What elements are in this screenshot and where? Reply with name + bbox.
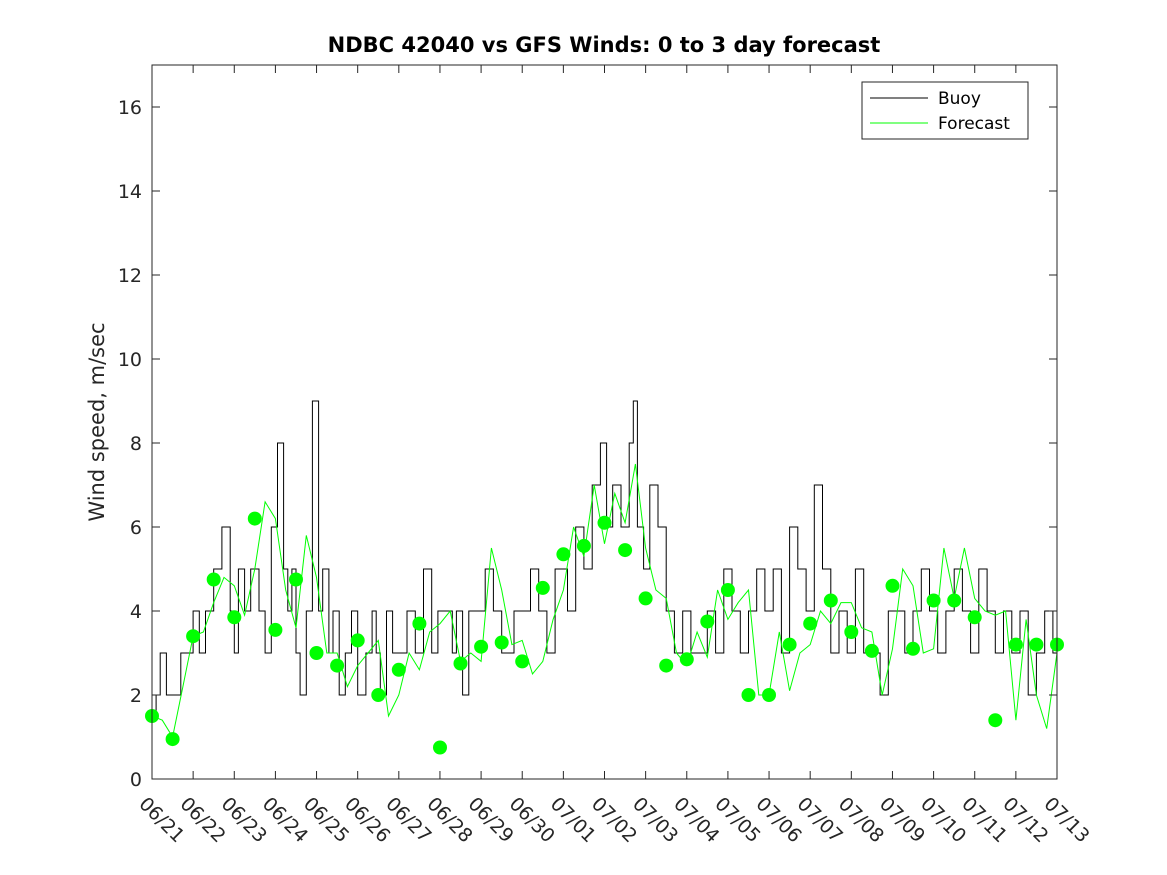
- chart-title: NDBC 42040 vs GFS Winds: 0 to 3 day fore…: [328, 33, 881, 57]
- y-tick-label: 8: [130, 433, 142, 455]
- forecast-point: [412, 616, 427, 631]
- forecast-point: [1008, 637, 1023, 652]
- y-tick-label: 16: [118, 97, 142, 119]
- forecast-point: [433, 740, 447, 755]
- forecast-point: [474, 639, 489, 654]
- forecast-point: [453, 656, 468, 671]
- forecast-point: [823, 593, 838, 608]
- forecast-point: [679, 652, 694, 667]
- forecast-point: [1029, 637, 1044, 652]
- forecast-point: [597, 515, 612, 530]
- forecast-point: [371, 688, 386, 702]
- forecast-point: [165, 732, 180, 747]
- legend-box: [861, 81, 1029, 140]
- legend-label-forecast: Forecast: [938, 114, 1010, 134]
- forecast-point: [782, 637, 797, 652]
- forecast-point: [576, 538, 591, 553]
- forecast-point: [967, 610, 982, 625]
- forecast-point: [556, 547, 571, 562]
- forecast-point: [268, 622, 283, 637]
- y-tick-label: 6: [130, 517, 142, 539]
- forecast-point: [844, 625, 859, 639]
- series-buoy-line: [152, 400, 1057, 717]
- y-tick-label: 14: [118, 181, 142, 203]
- forecast-point: [988, 713, 1003, 728]
- y-tick-label: 2: [130, 685, 142, 707]
- y-tick-label: 12: [118, 265, 142, 287]
- forecast-point: [762, 688, 776, 702]
- forecast-point: [741, 688, 756, 702]
- forecast-point: [247, 511, 262, 526]
- forecast-point: [309, 646, 324, 660]
- forecast-point: [618, 543, 633, 558]
- forecast-point: [720, 583, 735, 597]
- forecast-point: [947, 593, 962, 608]
- series-forecast-line: [152, 463, 1057, 739]
- forecast-point: [350, 633, 365, 648]
- y-axis-label: Wind speed, m/sec: [85, 322, 109, 521]
- y-tick-label: 10: [118, 349, 142, 371]
- forecast-point: [227, 610, 242, 625]
- forecast-point: [906, 641, 920, 656]
- forecast-point: [494, 635, 509, 650]
- forecast-point: [535, 580, 550, 595]
- forecast-point: [186, 629, 201, 644]
- forecast-point: [330, 658, 345, 673]
- forecast-point: [864, 643, 879, 658]
- forecast-point: [515, 654, 530, 669]
- forecast-point: [638, 591, 653, 606]
- forecast-point: [289, 572, 303, 587]
- y-tick-label: 0: [130, 769, 142, 791]
- forecast-point: [926, 593, 941, 608]
- y-tick-label: 4: [130, 601, 142, 623]
- forecast-point: [659, 658, 674, 673]
- forecast-point: [700, 614, 715, 629]
- legend-label-buoy: Buoy: [938, 89, 981, 109]
- forecast-point: [206, 572, 221, 587]
- forecast-point: [885, 578, 900, 593]
- forecast-point: [803, 616, 818, 631]
- forecast-point: [391, 662, 406, 677]
